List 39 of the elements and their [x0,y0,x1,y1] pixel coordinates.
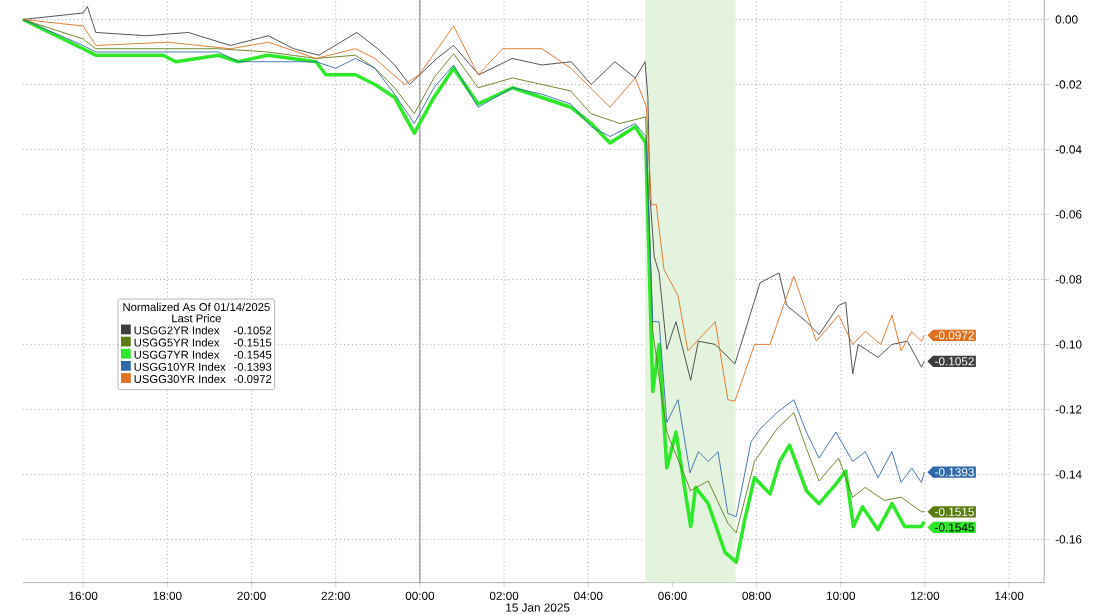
legend-label: USGG10YR Index [134,362,226,371]
x-tick-label: 12:00 [911,591,940,600]
legend-label: USGG5YR Index [134,338,220,347]
legend-label: USGG30YR Index [134,374,226,384]
x-tick-label: 02:00 [489,591,519,600]
text: -0.1393 [234,362,272,371]
x-tick-label: 06:00 [658,591,687,600]
x-axis-title: 15 Jan 2025 [506,603,570,612]
y-tick-label: -0.14 [1055,470,1082,479]
y-tick-label: -0.02 [1055,80,1082,89]
annotation: -0.1545 [935,523,974,532]
y-tick-label: -0.16 [1055,535,1082,544]
text: -0.1545 [234,350,272,359]
y-tick-label: -0.06 [1055,210,1082,219]
x-tick-label: 20:00 [237,591,266,600]
y-tick-label: -0.08 [1055,275,1082,284]
y-tick-label: -0.10 [1055,340,1082,349]
legend-label: USGG7YR Index [134,350,220,359]
x-tick-label: 14:00 [995,591,1024,600]
x-tick-label: 18:00 [153,591,182,600]
legend-title: Normalized As Of 01/14/2025 [123,302,270,312]
x-tick-label: 00:00 [405,591,435,600]
annotation: Last Price [172,314,221,323]
x-tick-label: 22:00 [321,591,350,600]
x-tick-label: 16:00 [69,591,98,600]
legend-label: USGG2YR Index [134,326,220,335]
text: -0.1052 [234,326,272,335]
y-tick-label: -0.04 [1055,145,1082,154]
x-tick-label: 08:00 [742,591,771,600]
y-tick-label: 0.00 [1055,15,1078,24]
x-tick-label: 10:00 [826,591,856,600]
text: -0.0972 [234,375,272,384]
y-tick-label: -0.12 [1055,405,1082,414]
annotation: -0.1393 [935,468,974,477]
text: -0.1515 [234,338,272,347]
x-tick-label: 04:00 [574,591,603,600]
annotation: -0.1052 [935,357,974,366]
annotation: -0.1515 [935,507,974,516]
annotation: -0.0972 [935,331,974,340]
